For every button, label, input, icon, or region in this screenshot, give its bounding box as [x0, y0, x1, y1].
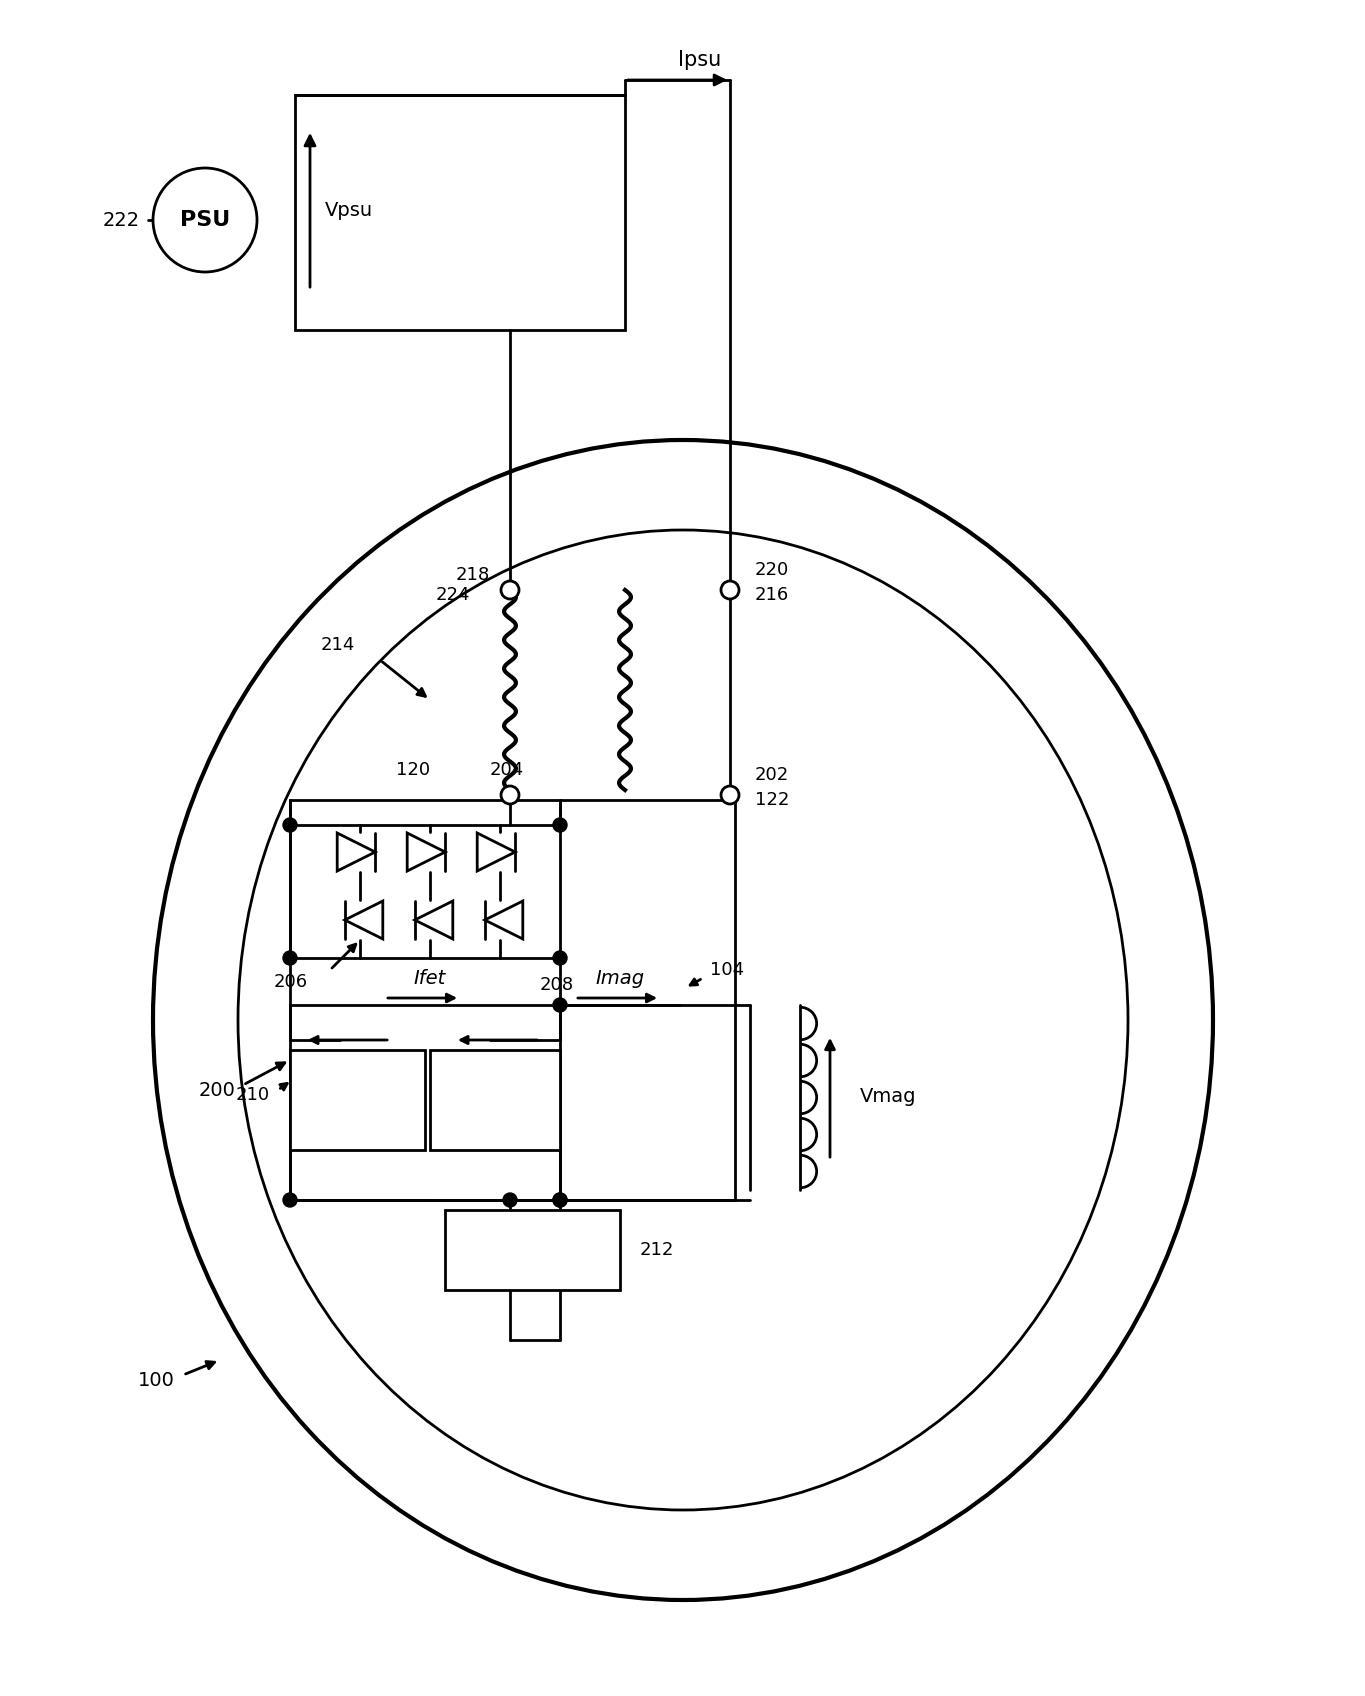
Circle shape — [501, 785, 519, 804]
Bar — [289, 801, 734, 1201]
Bar — [445, 1209, 620, 1291]
Text: 100: 100 — [138, 1370, 175, 1389]
Circle shape — [721, 785, 738, 804]
Circle shape — [501, 582, 519, 599]
Text: Vmag: Vmag — [860, 1087, 916, 1106]
Text: 212: 212 — [640, 1241, 674, 1258]
Circle shape — [283, 951, 298, 965]
Circle shape — [553, 1192, 566, 1208]
Text: 204: 204 — [490, 762, 524, 778]
Circle shape — [283, 817, 298, 833]
Text: 216: 216 — [755, 587, 789, 604]
Text: Vpsu: Vpsu — [325, 200, 373, 219]
Text: 220: 220 — [755, 561, 789, 578]
Text: 208: 208 — [541, 975, 575, 994]
Circle shape — [153, 168, 257, 271]
Bar — [295, 95, 625, 331]
Text: Imag: Imag — [595, 968, 644, 987]
Circle shape — [553, 817, 566, 833]
Text: 218: 218 — [456, 566, 490, 583]
Circle shape — [721, 582, 738, 599]
Text: Ipsu: Ipsu — [678, 49, 722, 70]
Circle shape — [553, 1192, 566, 1208]
Text: 200: 200 — [198, 1080, 235, 1099]
Circle shape — [553, 997, 566, 1013]
Text: 122: 122 — [755, 790, 789, 809]
Text: 202: 202 — [755, 767, 789, 784]
Bar — [430, 1050, 560, 1150]
Text: 104: 104 — [710, 962, 744, 979]
Circle shape — [553, 951, 566, 965]
Circle shape — [502, 1192, 517, 1208]
Text: 214: 214 — [321, 636, 355, 655]
Bar — [289, 1050, 425, 1150]
Text: 222: 222 — [102, 210, 141, 229]
Text: 210: 210 — [236, 1085, 270, 1104]
Text: PSU: PSU — [180, 210, 231, 231]
Text: 120: 120 — [396, 762, 430, 778]
Circle shape — [283, 1192, 298, 1208]
Text: 224: 224 — [435, 587, 470, 604]
Text: Ifet: Ifet — [414, 968, 446, 987]
Text: 206: 206 — [274, 974, 308, 990]
